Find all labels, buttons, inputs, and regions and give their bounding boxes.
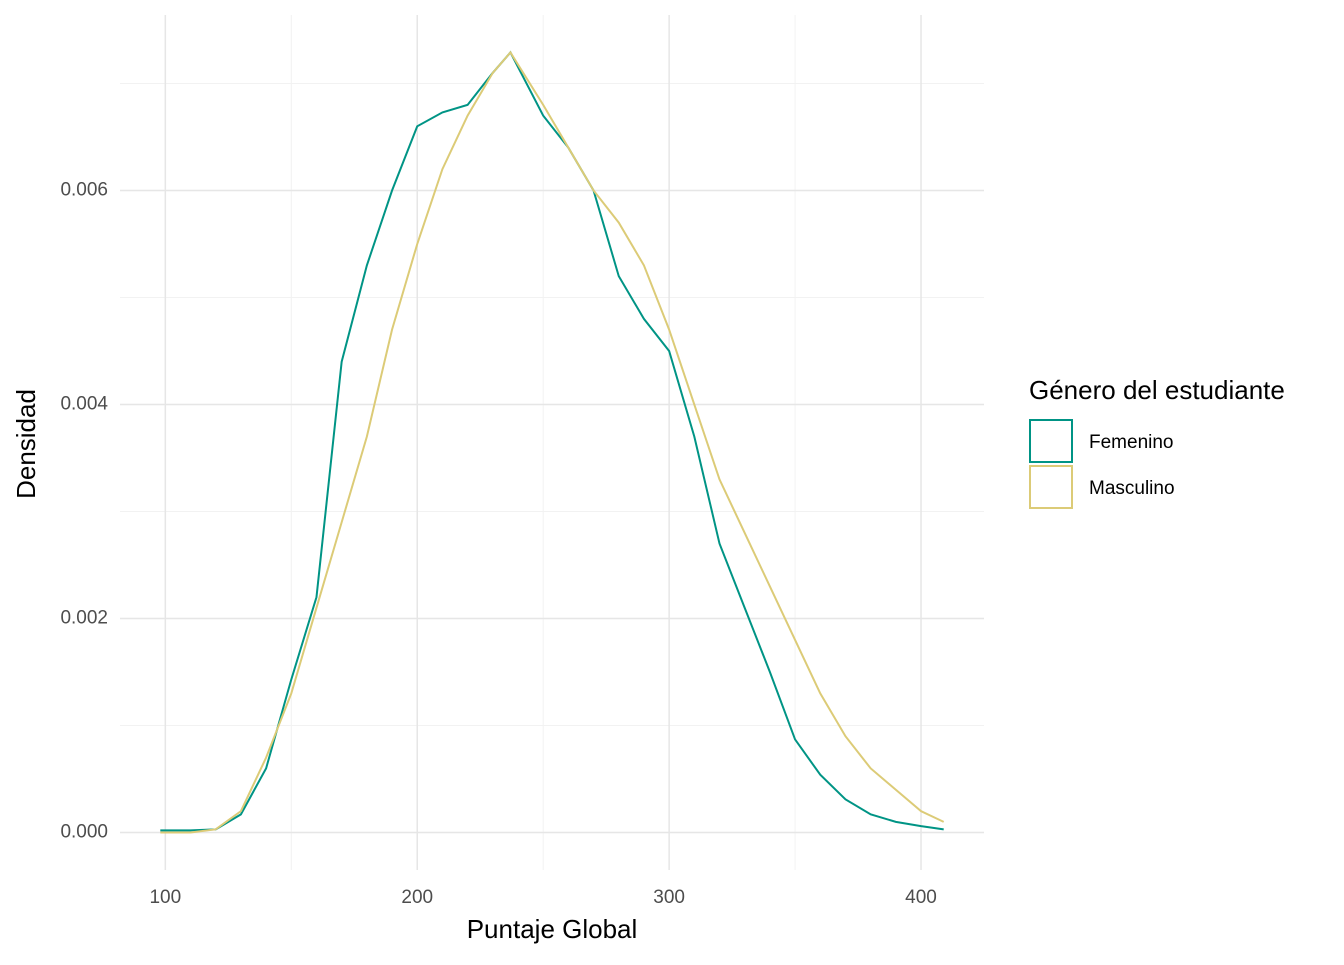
y-tick-label: 0.004 [60, 394, 108, 415]
y-axis-title: Densidad [11, 389, 41, 499]
y-tick-label: 0.002 [60, 608, 108, 629]
x-tick-label: 100 [149, 887, 181, 908]
density-line [160, 50, 945, 834]
y-tick-label: 0.006 [60, 180, 108, 201]
density-line [160, 50, 944, 832]
y-tick-label: 0.000 [60, 822, 108, 843]
x-tick-label: 300 [653, 887, 685, 908]
legend-label: Femenino [1089, 432, 1174, 453]
x-axis-title: Puntaje Global [467, 914, 638, 944]
legend-key [1029, 465, 1073, 509]
legend-label: Masculino [1089, 478, 1175, 499]
x-tick-label: 200 [401, 887, 433, 908]
legend-key [1029, 419, 1073, 463]
legend-title: Género del estudiante [1029, 375, 1285, 405]
x-tick-label: 400 [905, 887, 937, 908]
